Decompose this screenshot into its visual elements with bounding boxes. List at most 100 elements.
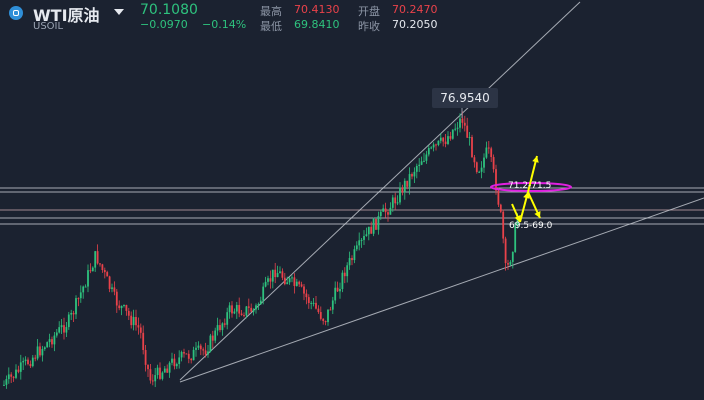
candle-body	[199, 345, 202, 350]
candle-body	[34, 357, 37, 359]
candle-body	[63, 325, 65, 333]
candle-body	[490, 148, 493, 158]
candle-body	[427, 148, 430, 155]
candle-body	[365, 234, 368, 236]
candle-body	[442, 137, 445, 142]
resistance-zone-label: 71.2-71.5	[508, 181, 552, 191]
candle-body	[310, 302, 313, 304]
candle-body	[12, 376, 15, 378]
candle-body	[377, 216, 380, 230]
candle-body	[497, 190, 500, 205]
candle-body	[507, 263, 509, 265]
candle-body	[108, 276, 111, 289]
candle-body	[10, 374, 13, 377]
candle-body	[159, 367, 161, 379]
candle-body	[211, 335, 214, 341]
candle-body	[135, 317, 137, 326]
low-value: 69.8410	[294, 18, 340, 31]
candle-body	[31, 357, 34, 367]
candle-body	[195, 347, 197, 350]
chevron-down-icon[interactable]	[114, 9, 124, 15]
candle-body	[94, 251, 97, 268]
candle-body	[185, 353, 188, 355]
instrument-title[interactable]: WTI原油	[33, 6, 100, 25]
candle-body	[317, 308, 320, 313]
instrument-symbol: USOIL	[33, 21, 64, 32]
candle-body	[41, 349, 44, 356]
candle-body	[120, 305, 123, 309]
candle-body	[216, 325, 219, 331]
candle-body	[327, 309, 329, 323]
candle-body	[396, 202, 399, 204]
candle-body	[139, 327, 142, 333]
candle-body	[7, 374, 10, 380]
prev-close-value: 70.2050	[392, 18, 438, 31]
candle-body	[281, 271, 284, 278]
candle-body	[142, 332, 145, 351]
candle-body	[420, 161, 423, 165]
candle-body	[240, 313, 243, 316]
candle-body	[77, 298, 80, 300]
candle-body	[279, 271, 281, 274]
candle-body	[447, 136, 449, 144]
candle-body	[439, 137, 442, 141]
candle-body	[415, 165, 418, 172]
candle-body	[17, 369, 20, 372]
candle-body	[372, 218, 375, 234]
candle-body	[87, 270, 89, 287]
candle-body	[103, 269, 106, 273]
candle-body	[187, 353, 190, 359]
candle-body	[228, 305, 231, 313]
candle-body	[432, 144, 435, 148]
candle-body	[149, 369, 152, 381]
candle-body	[408, 174, 411, 187]
candle-body	[466, 125, 469, 138]
candle-body	[379, 211, 382, 217]
candle-body	[55, 332, 58, 336]
candle-body	[91, 267, 94, 272]
candle-body	[509, 261, 512, 265]
candle-body	[384, 208, 387, 213]
candle-body	[197, 345, 200, 348]
candle-body	[435, 144, 437, 146]
candle-body	[247, 306, 250, 308]
open-label: 开盘	[358, 5, 380, 18]
candle-body	[245, 306, 248, 316]
candle-body	[204, 350, 207, 355]
candle-body	[423, 160, 425, 162]
candle-body	[288, 278, 291, 283]
candle-body	[219, 325, 221, 331]
candle-body	[190, 358, 193, 361]
candle-body	[132, 317, 135, 326]
high-value: 70.4130	[294, 3, 340, 16]
candle-body	[48, 339, 51, 343]
candle-body	[382, 208, 385, 212]
candle-body	[178, 357, 181, 365]
candle-body	[3, 384, 5, 386]
candle-body	[461, 118, 464, 123]
candle-body	[387, 212, 389, 215]
support-zone-label: 69.5-69.0	[509, 221, 553, 231]
candle-body	[257, 304, 260, 306]
candle-body	[29, 364, 32, 367]
candle-body	[180, 351, 183, 358]
up-arrow-icon	[527, 155, 538, 193]
candle-body	[151, 380, 154, 382]
candle-body	[358, 240, 361, 246]
candle-body	[348, 258, 351, 266]
candle-body	[202, 349, 205, 351]
candle-body	[307, 297, 310, 303]
candle-body	[298, 281, 301, 285]
instrument-logo-icon	[9, 6, 23, 20]
candle-body	[144, 350, 147, 365]
candle-body	[262, 286, 265, 301]
candle-body	[305, 293, 308, 298]
candle-body	[487, 147, 490, 149]
candle-body	[156, 367, 159, 376]
candle-body	[231, 305, 233, 314]
candle-body	[341, 272, 344, 290]
candle-body	[343, 272, 346, 277]
candle-body	[115, 291, 118, 306]
candle-body	[192, 349, 195, 361]
